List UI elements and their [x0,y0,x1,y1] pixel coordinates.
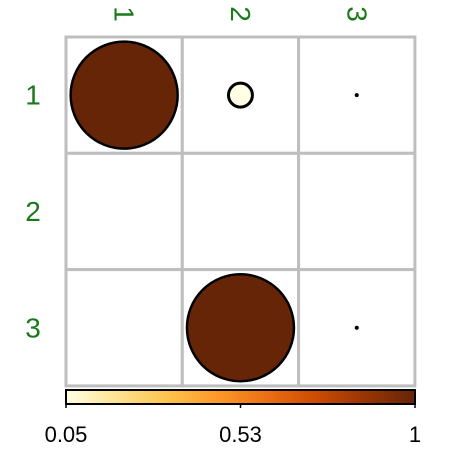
data-circle [69,40,179,150]
data-point [354,93,359,98]
circles-layer [69,40,359,383]
colorbar-gradient [65,389,416,405]
column-label: 1 [109,6,140,22]
data-point [354,325,359,330]
grid-cell [64,268,184,388]
colorbar-tick-label: 0.05 [45,422,88,447]
column-label: 3 [341,6,372,22]
colorbar-tick-label: 0.53 [219,422,262,447]
colorbar-tick-label: 1 [409,422,421,447]
row-label: 2 [25,196,41,227]
grid-cell [64,151,184,272]
column-labels: 1 2 3 [109,6,373,22]
data-circle [226,81,254,109]
grid-cells [64,35,417,388]
row-label: 3 [25,312,41,343]
colorbar: 0.05 0.53 1 [45,389,421,447]
grid-cell [297,151,417,272]
row-label: 1 [25,80,41,111]
grid-cell [180,151,301,272]
row-labels: 1 2 3 [25,80,41,344]
column-label: 2 [225,6,256,22]
data-circle [185,273,296,383]
